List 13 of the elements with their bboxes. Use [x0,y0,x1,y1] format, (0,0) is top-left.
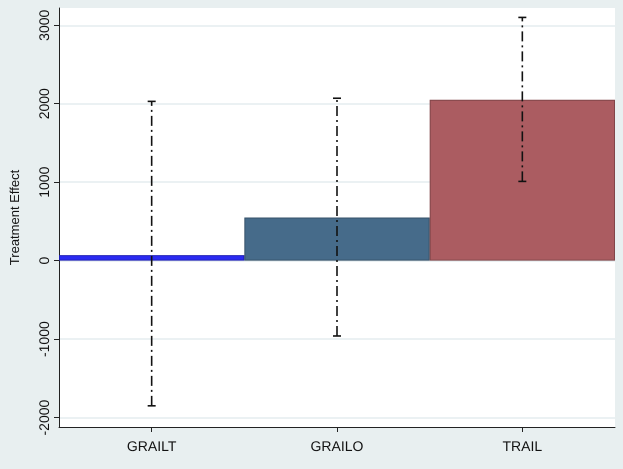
bar [244,218,430,261]
x-tick-label: GRAILT [126,438,177,454]
y-axis-title: Treatment Effect [7,169,22,266]
bar [430,100,615,261]
bar [59,255,244,261]
x-tick-label: TRAIL [502,438,542,454]
x-tick-label: GRAILO [310,438,364,454]
y-tick-label: 0 [36,256,52,265]
y-tick-label: 1000 [36,166,52,198]
y-tick-label: 2000 [36,88,52,120]
y-tick-label: -2000 [36,399,52,436]
y-tick-label: 3000 [36,9,52,41]
y-tick-label: -1000 [36,321,52,358]
